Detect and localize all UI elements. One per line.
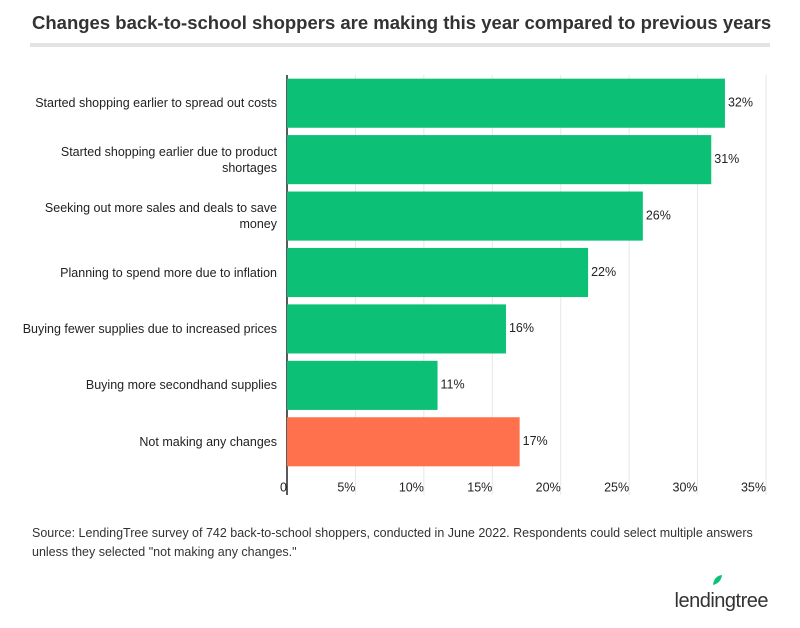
x-tick-label: 35%	[741, 480, 766, 494]
chart-title: Changes back-to-school shoppers are maki…	[32, 12, 772, 33]
x-tick-label: 5%	[337, 480, 355, 494]
value-label: 16%	[509, 321, 534, 335]
bar	[287, 191, 643, 241]
bar	[287, 417, 520, 467]
category-label: Started shopping earlier to spread out c…	[35, 96, 277, 111]
x-tick-label: 20%	[536, 480, 561, 494]
source-note: Source: LendingTree survey of 742 back-t…	[32, 526, 753, 559]
value-label: 17%	[523, 434, 548, 448]
value-label: 26%	[646, 208, 671, 222]
bar	[287, 247, 589, 298]
bar	[287, 78, 725, 128]
bar	[287, 135, 712, 185]
x-tick-label: 10%	[399, 480, 424, 494]
value-label: 22%	[591, 265, 616, 279]
category-label: Started shopping earlier due to product …	[60, 144, 277, 175]
category-label: Planning to spend more due to inflation	[60, 265, 277, 280]
value-label: 32%	[728, 96, 753, 110]
logo: lendingtree	[674, 590, 769, 612]
value-label: 11%	[441, 378, 465, 392]
value-label: 31%	[714, 152, 739, 166]
category-label: Seeking out more sales and deals to save…	[44, 201, 277, 232]
x-tick-label: 0	[280, 480, 287, 494]
bar	[287, 360, 438, 410]
x-tick-label: 30%	[673, 480, 698, 494]
bar	[287, 304, 506, 354]
logo-leaf	[713, 575, 722, 585]
category-label: Buying more secondhand supplies	[85, 378, 277, 393]
x-tick-label: 25%	[604, 480, 629, 494]
x-tick-label: 15%	[467, 480, 492, 494]
category-label: Buying fewer supplies due to increased p…	[22, 321, 277, 336]
category-label: Not making any changes	[139, 434, 277, 449]
